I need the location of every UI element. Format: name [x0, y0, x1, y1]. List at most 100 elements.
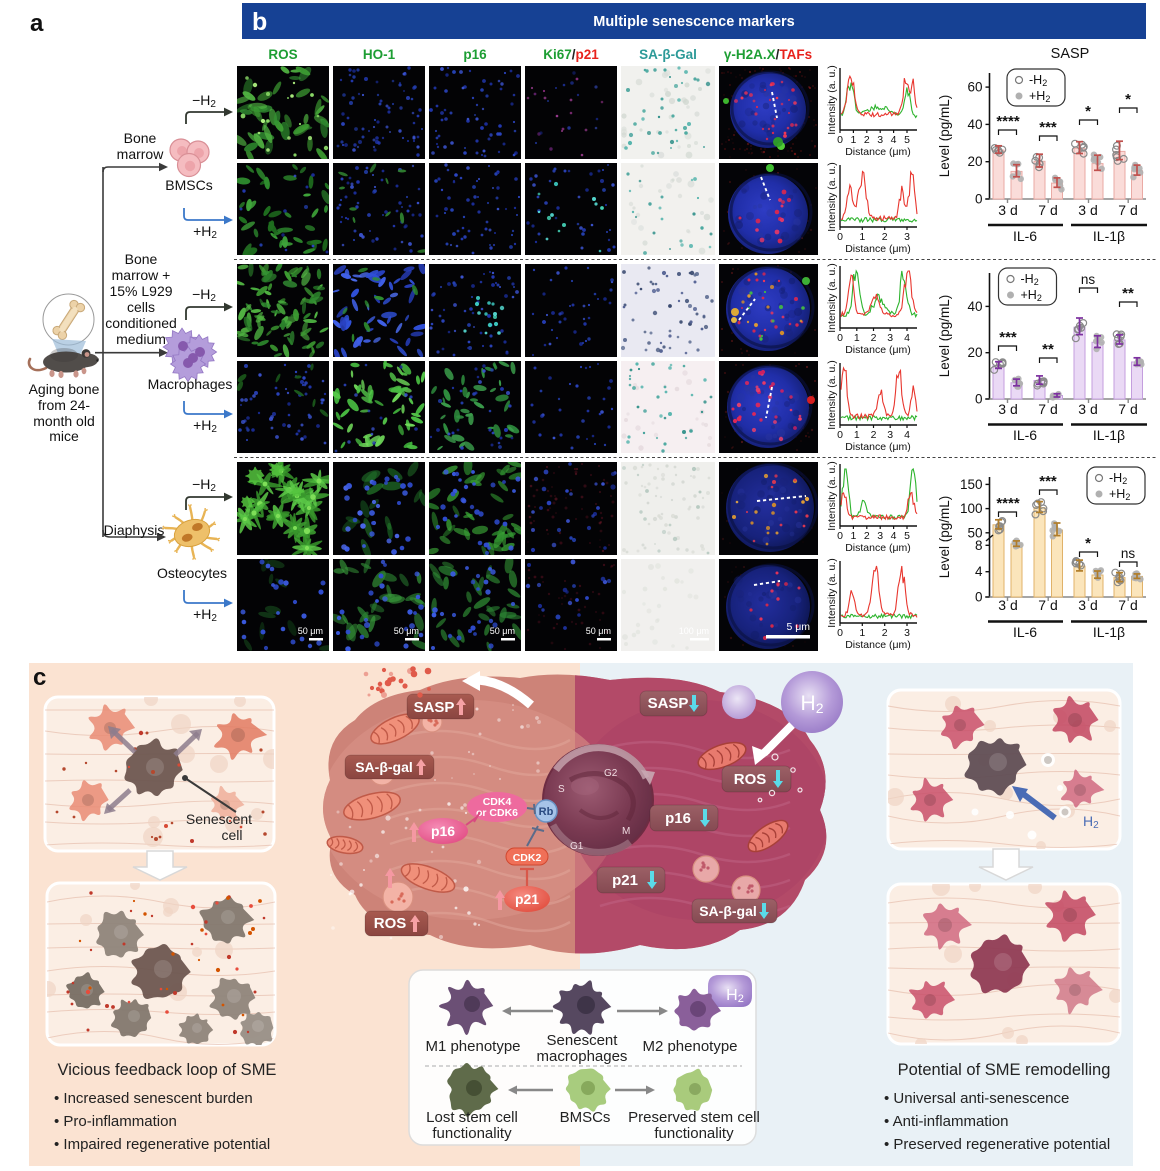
- svg-text:5 μm: 5 μm: [786, 621, 810, 633]
- svg-text:BMSCs: BMSCs: [165, 177, 212, 193]
- svg-text:0: 0: [975, 192, 983, 207]
- svg-text:marrow: marrow: [117, 146, 165, 162]
- svg-text:a: a: [30, 10, 44, 37]
- svg-text:100 μm: 100 μm: [679, 626, 709, 636]
- svg-text:functionality: functionality: [654, 1125, 734, 1142]
- svg-text:IL-6: IL-6: [1013, 228, 1037, 244]
- svg-text:Senescent: Senescent: [547, 1032, 619, 1049]
- svg-text:7 d: 7 d: [1118, 401, 1137, 417]
- svg-text:3: 3: [904, 231, 910, 243]
- svg-text:M1 phenotype: M1 phenotype: [425, 1038, 520, 1055]
- svg-text:• Universal anti-senescence: • Universal anti-senescence: [884, 1090, 1069, 1107]
- svg-text:2: 2: [871, 429, 877, 441]
- svg-text:1: 1: [850, 530, 856, 542]
- svg-text:Intensity (a. u.): Intensity (a. u.): [826, 162, 838, 231]
- svg-text:Level (pg/mL): Level (pg/mL): [937, 95, 952, 178]
- svg-text:• Preserved regenerative poten: • Preserved regenerative potential: [884, 1136, 1110, 1153]
- svg-text:macrophages: macrophages: [537, 1048, 628, 1065]
- svg-text:**: **: [1122, 285, 1134, 302]
- svg-text:0: 0: [837, 530, 843, 542]
- svg-text:20: 20: [967, 345, 982, 360]
- svg-text:***: ***: [999, 329, 1017, 346]
- svg-text:20: 20: [967, 154, 982, 169]
- svg-text:+H2: +H2: [1021, 288, 1042, 303]
- svg-text:4: 4: [904, 429, 910, 441]
- svg-text:p16: p16: [431, 823, 455, 839]
- svg-text:5: 5: [904, 134, 910, 146]
- svg-text:7 d: 7 d: [1118, 202, 1137, 218]
- svg-text:Preserved stem cell: Preserved stem cell: [628, 1109, 760, 1126]
- svg-text:4: 4: [891, 134, 897, 146]
- svg-text:0: 0: [837, 429, 843, 441]
- svg-text:γ-H2A.X/TAFs: γ-H2A.X/TAFs: [724, 47, 812, 62]
- svg-text:1: 1: [854, 332, 860, 344]
- svg-text:from 24-: from 24-: [38, 397, 90, 413]
- svg-text:1: 1: [859, 231, 865, 243]
- svg-text:***: ***: [1039, 119, 1057, 136]
- svg-text:1: 1: [859, 627, 865, 639]
- svg-text:+H2: +H2: [193, 606, 217, 624]
- svg-text:ROS: ROS: [268, 47, 297, 62]
- svg-text:Intensity (a. u.): Intensity (a. u.): [826, 263, 838, 332]
- svg-text:50: 50: [967, 525, 982, 540]
- svg-text:5: 5: [904, 530, 910, 542]
- svg-text:7 d: 7 d: [1038, 597, 1057, 613]
- svg-text:Vicious feedback loop of SME: Vicious feedback loop of SME: [58, 1061, 277, 1079]
- svg-text:****: ****: [996, 495, 1020, 512]
- svg-text:*: *: [1125, 91, 1131, 108]
- svg-text:S: S: [558, 784, 565, 795]
- svg-text:M: M: [622, 826, 630, 837]
- svg-text:medium: medium: [116, 331, 166, 347]
- svg-text:7 d: 7 d: [1118, 597, 1137, 613]
- svg-text:2: 2: [882, 231, 888, 243]
- svg-text:50 μm: 50 μm: [586, 626, 611, 636]
- svg-text:**: **: [1042, 341, 1054, 358]
- svg-text:Macrophages: Macrophages: [148, 376, 233, 392]
- svg-text:• Pro-inflammation: • Pro-inflammation: [54, 1113, 177, 1130]
- svg-text:60: 60: [967, 80, 982, 95]
- svg-text:cell: cell: [221, 827, 242, 843]
- svg-text:Rb: Rb: [539, 806, 554, 818]
- svg-text:Intensity (a. u.): Intensity (a. u.): [826, 461, 838, 530]
- svg-text:ns: ns: [1121, 546, 1136, 561]
- svg-text:2: 2: [864, 530, 870, 542]
- svg-text:functionality: functionality: [432, 1125, 512, 1142]
- svg-text:−H2: −H2: [192, 286, 216, 304]
- svg-text:Intensity (a. u.): Intensity (a. u.): [826, 360, 838, 429]
- svg-text:Osteocytes: Osteocytes: [157, 565, 227, 581]
- svg-text:Level (pg/mL): Level (pg/mL): [937, 496, 952, 579]
- svg-text:7 d: 7 d: [1038, 202, 1057, 218]
- svg-text:month old: month old: [33, 413, 94, 429]
- svg-text:b: b: [252, 8, 267, 36]
- svg-text:****: ****: [996, 113, 1020, 130]
- svg-text:IL-6: IL-6: [1013, 624, 1037, 640]
- svg-text:0: 0: [837, 134, 843, 146]
- svg-text:+H2: +H2: [193, 417, 217, 435]
- svg-text:Diaphysis: Diaphysis: [104, 522, 165, 538]
- svg-text:3: 3: [877, 530, 883, 542]
- svg-text:0: 0: [975, 392, 983, 407]
- svg-text:Aging bone: Aging bone: [29, 381, 100, 397]
- svg-text:p21: p21: [612, 872, 638, 889]
- svg-text:mice: mice: [49, 428, 79, 444]
- svg-text:***: ***: [1039, 473, 1057, 490]
- svg-text:Distance (μm): Distance (μm): [845, 243, 911, 255]
- svg-text:−H2: −H2: [192, 92, 216, 110]
- svg-text:IL-1β: IL-1β: [1093, 228, 1125, 244]
- svg-text:50 μm: 50 μm: [490, 626, 515, 636]
- svg-text:c: c: [33, 664, 46, 691]
- svg-text:BMSCs: BMSCs: [560, 1109, 611, 1126]
- svg-text:Lost stem cell: Lost stem cell: [426, 1109, 518, 1126]
- svg-text:IL-1β: IL-1β: [1093, 427, 1125, 443]
- svg-text:Senescent: Senescent: [186, 811, 252, 827]
- svg-text:0: 0: [975, 590, 983, 605]
- svg-text:Intensity (a. u.): Intensity (a. u.): [826, 558, 838, 627]
- svg-text:Intensity (a. u.): Intensity (a. u.): [826, 65, 838, 134]
- svg-text:p16: p16: [463, 47, 487, 62]
- svg-text:Level (pg/mL): Level (pg/mL): [937, 295, 952, 378]
- svg-text:Distance (μm): Distance (μm): [845, 639, 911, 651]
- svg-text:G1: G1: [570, 841, 584, 852]
- svg-text:p16: p16: [665, 810, 691, 827]
- svg-text:50 μm: 50 μm: [298, 626, 323, 636]
- svg-text:3 d: 3 d: [998, 202, 1017, 218]
